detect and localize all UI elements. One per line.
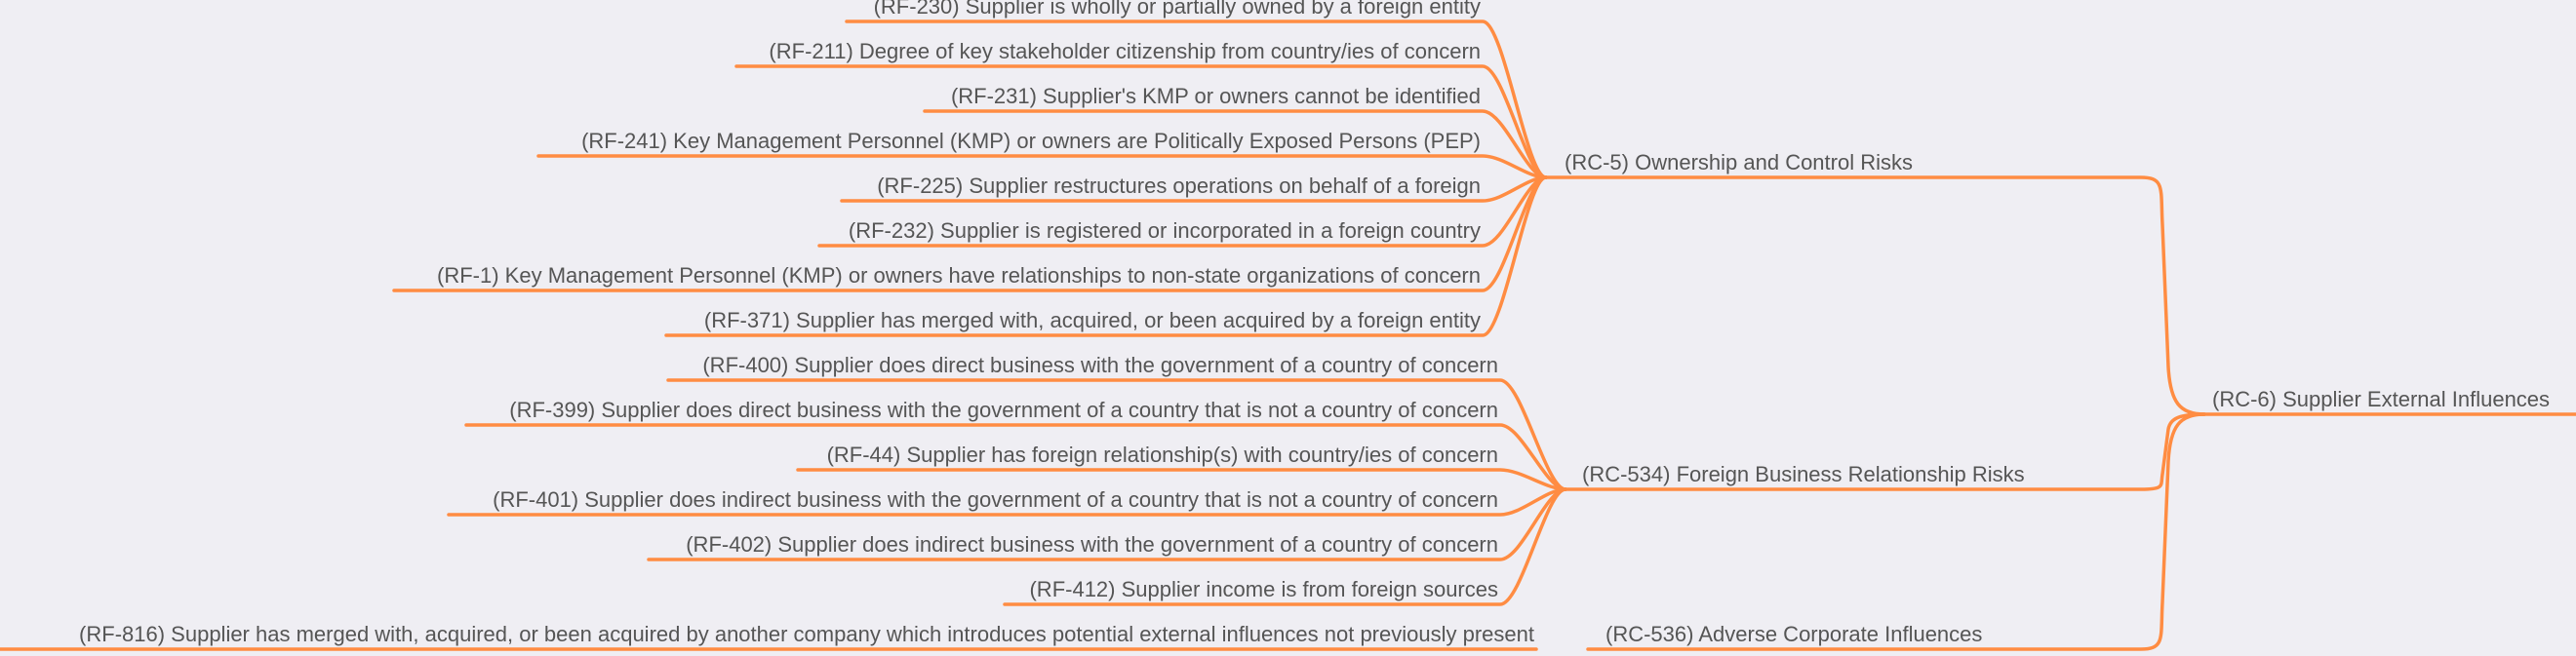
leaf-0-6-label: (RF-1) Key Management Personnel (KMP) or… (437, 263, 1481, 288)
leaf-0-1-label: (RF-211) Degree of key stakeholder citiz… (769, 39, 1481, 63)
leaf-1-1-connector (464, 423, 1567, 491)
leaf-1-1-label: (RF-399) Supplier does direct business w… (509, 398, 1498, 422)
leaf-0-5-label: (RF-232) Supplier is registered or incor… (849, 218, 1481, 243)
leaf-0-7-connector (664, 175, 1548, 337)
leaf-0-2-connector (923, 109, 1548, 179)
mindmap-links (0, 19, 2576, 651)
leaf-0-2-label: (RF-231) Supplier's KMP or owners cannot… (951, 84, 1481, 108)
category-2-connector (1586, 412, 2206, 651)
category-0-connector (1544, 175, 2206, 416)
leaf-1-3-label: (RF-401) Supplier does indirect business… (493, 487, 1498, 512)
mindmap-labels: (RC-6) Supplier External Influences (RC-5… (79, 0, 2550, 646)
leaf-1-4-label: (RF-402) Supplier does indirect business… (686, 532, 1498, 557)
leaf-1-2-connector (796, 468, 1567, 491)
category-2-label: (RC-536) Adverse Corporate Influences (1605, 622, 1982, 646)
category-0-label: (RC-5) Ownership and Control Risks (1565, 150, 1913, 174)
leaf-2-0-label: (RF-816) Supplier has merged with, acqui… (79, 622, 1534, 646)
leaf-1-5-connector (1003, 487, 1567, 606)
leaf-0-4-label: (RF-225) Supplier restructures operation… (877, 174, 1481, 198)
category-1-label: (RC-534) Foreign Business Relationship R… (1582, 462, 2025, 486)
root-node-label: (RC-6) Supplier External Influences (2212, 387, 2550, 411)
leaf-1-0-connector (666, 378, 1567, 491)
category-1-connector (1564, 412, 2206, 491)
leaf-0-3-label: (RF-241) Key Management Personnel (KMP) … (581, 129, 1481, 153)
leaf-0-7-label: (RF-371) Supplier has merged with, acqui… (704, 308, 1481, 332)
leaf-1-5-label: (RF-412) Supplier income is from foreign… (1029, 577, 1498, 601)
leaf-1-0-label: (RF-400) Supplier does direct business w… (702, 353, 1498, 377)
leaf-1-2-label: (RF-44) Supplier has foreign relationshi… (827, 443, 1498, 467)
leaf-0-0-label: (RF-230) Supplier is wholly or partially… (874, 0, 1481, 19)
leaf-0-1-connector (734, 64, 1548, 179)
